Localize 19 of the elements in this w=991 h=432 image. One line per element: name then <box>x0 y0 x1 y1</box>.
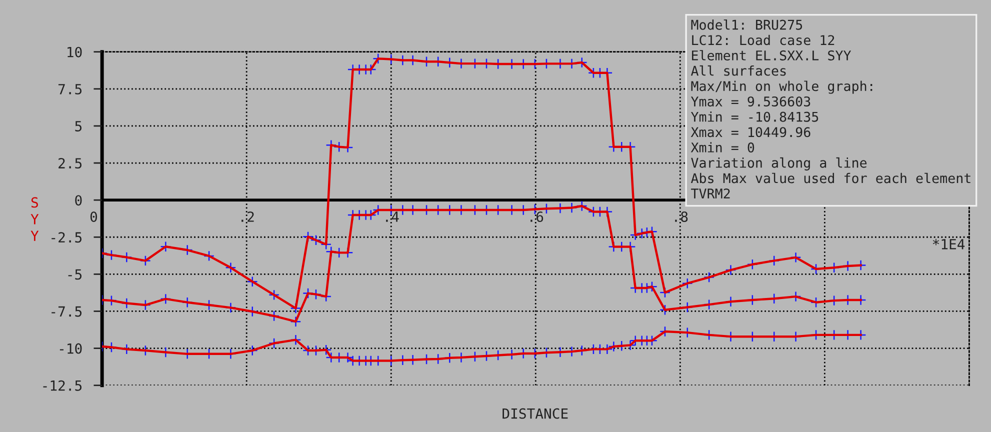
y-tick-label: 7.5 <box>58 84 82 94</box>
x-tick-label: .6 <box>530 211 544 222</box>
y-tick-label: -5 <box>68 269 82 280</box>
x-tick-label: .8 <box>675 211 688 222</box>
y-tick-label: -2.5 <box>52 232 82 243</box>
x-tick-label: .4 <box>386 212 399 222</box>
y-tick-label: 5 <box>75 121 82 132</box>
y-axis-title: S Y Y <box>30 197 39 241</box>
x-axis-title: DISTANCE <box>502 408 568 419</box>
y-tick-label: -7.5 <box>52 306 82 317</box>
y-tick-label: 0 <box>75 195 82 206</box>
annotation: *1E4 <box>932 238 965 250</box>
x-tick-label: 0 <box>90 211 98 222</box>
y-tick-label: 2.5 <box>58 158 82 169</box>
y-tick-label: 10 <box>68 46 82 58</box>
x-tick-label: .2 <box>242 211 254 222</box>
text: Model1: BRU275 LC12: Load case 12 Element EL.SXX.L SYY All surfaces Max/Min on whole graph: Ymax = 9.536603 Ymin = -10.84135 Xmax = 10449.96 Xmin = 0 Variation along a line Abs Max value used for each element TVRM2 <box>690 19 970 198</box>
y-tick-label: -12.5 <box>43 380 82 391</box>
y-tick-label: -10 <box>60 343 82 354</box>
